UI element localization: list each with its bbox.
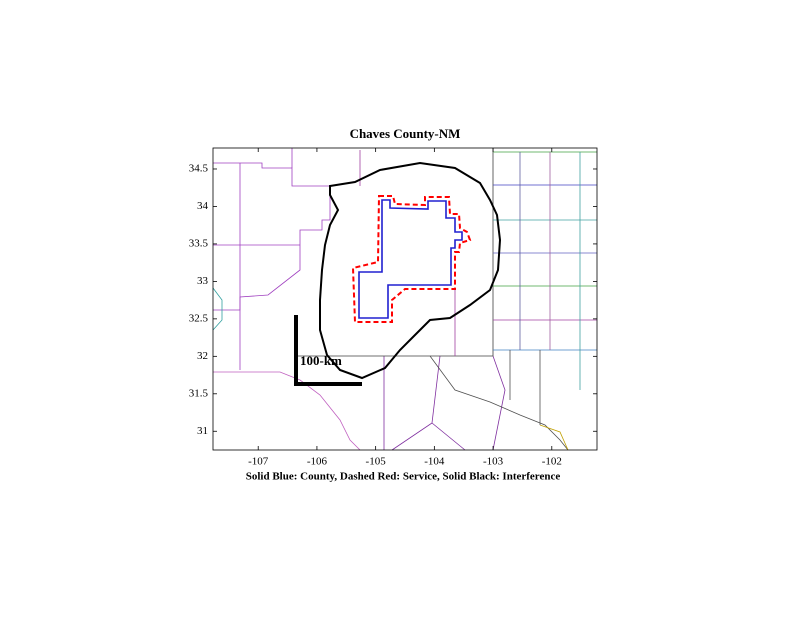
y-tick-label: 32 <box>197 350 208 362</box>
y-tick-label: 31 <box>197 425 208 437</box>
plot-frame <box>212 147 598 451</box>
y-tick-label: 33.5 <box>189 237 209 249</box>
x-axis-label: Solid Blue: County, Dashed Red: Service,… <box>246 471 561 483</box>
x-tick-label: -102 <box>542 456 562 468</box>
x-tick-label: -106 <box>307 456 328 468</box>
x-tick-label: -105 <box>366 456 387 468</box>
x-tick-label: -107 <box>248 456 269 468</box>
y-tick-label: 32.5 <box>189 312 209 324</box>
map-background <box>212 148 597 451</box>
x-tick-label: -104 <box>424 456 445 468</box>
scale-label: 100-km <box>300 353 342 368</box>
county-boundary <box>358 199 463 319</box>
x-tick-label: -103 <box>483 456 504 468</box>
chart-title: Chaves County-NM <box>350 126 461 141</box>
y-tick-label: 34.5 <box>189 163 209 175</box>
interference-contour <box>319 161 502 380</box>
scale-bar <box>294 315 362 386</box>
y-tick-label: 31.5 <box>189 387 209 399</box>
service-contour <box>351 195 472 323</box>
y-tick-label: 33 <box>197 275 209 287</box>
y-tick-label: 34 <box>197 200 209 212</box>
